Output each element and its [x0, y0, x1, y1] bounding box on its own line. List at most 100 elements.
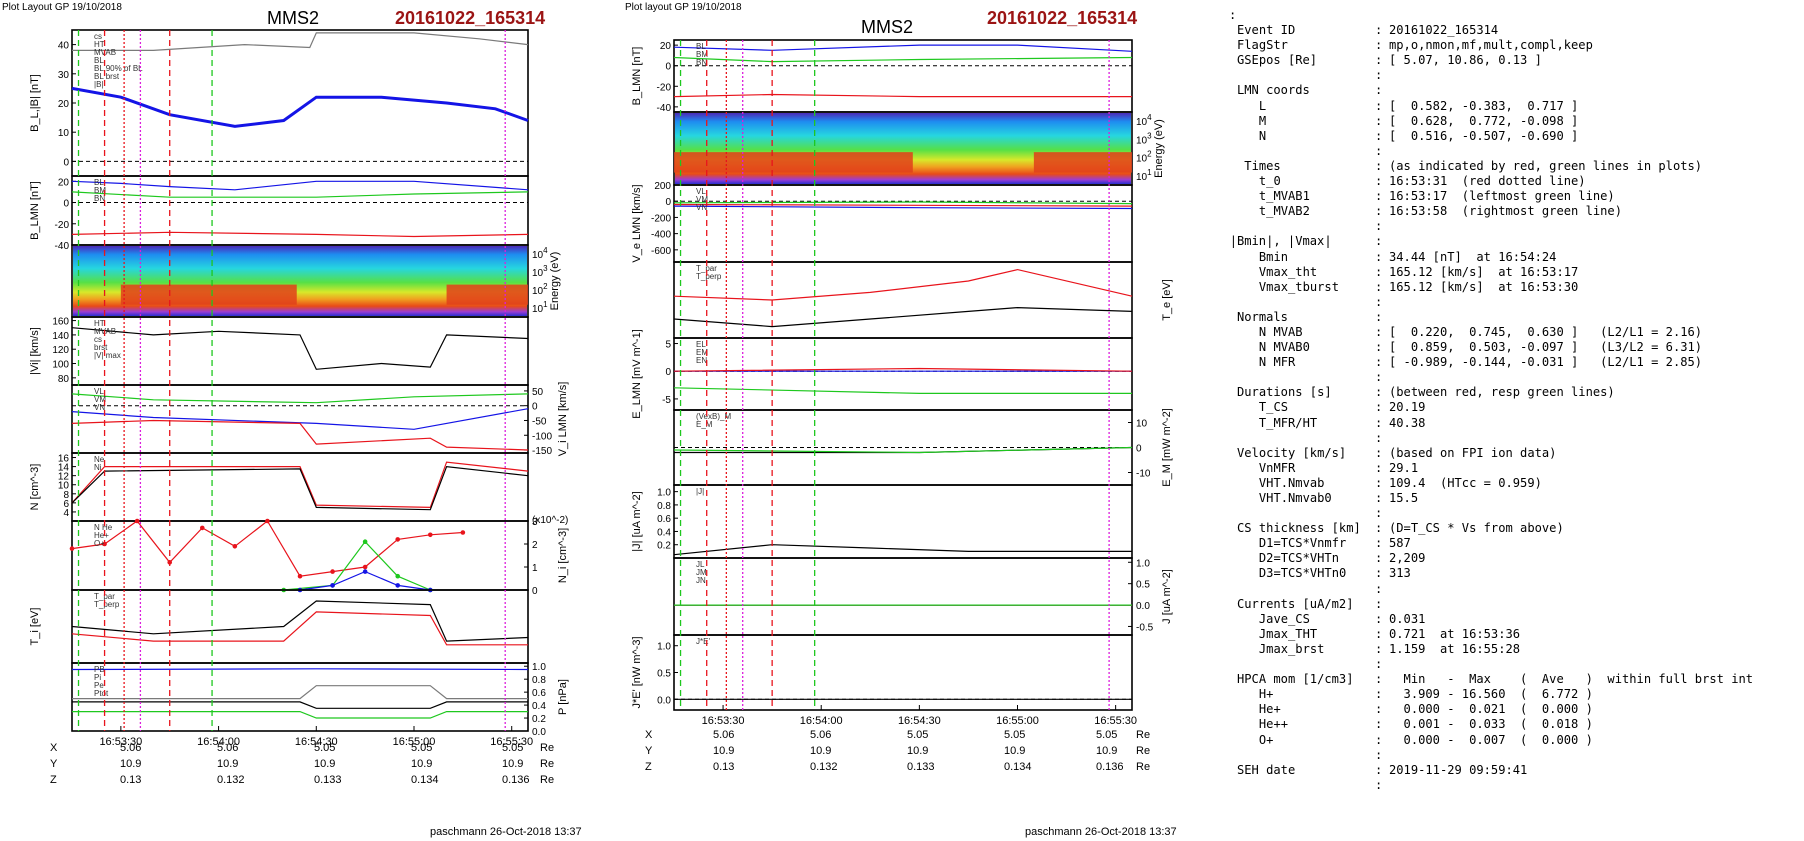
y-axis-label: P [nPa] — [557, 679, 569, 715]
info-key: HPCA mom [1/cm3] — [1237, 672, 1354, 687]
y-tick-label: 3 — [532, 517, 538, 528]
y-tick-label: -100 — [532, 431, 552, 442]
series-line — [71, 408, 529, 430]
y-tick-label: 0 — [63, 157, 69, 168]
right-position-table: X 5.06 5.06 5.05 5.05 5.05 Re Y 10.9 10.… — [645, 729, 1155, 777]
legend-entry: VL — [696, 187, 706, 196]
info-key: Vmax_tht — [1258, 264, 1318, 279]
legend-entry: |B| — [94, 80, 104, 89]
data-point — [297, 573, 303, 579]
info-key: CS thickness [km] — [1237, 521, 1361, 536]
y-tick-label: 140 — [52, 331, 69, 342]
row-value: 5.05 — [1004, 729, 1026, 741]
legend-entry: BM — [696, 50, 708, 59]
series-line — [283, 540, 431, 591]
x-tick-label: 16:55:30 — [1094, 715, 1137, 727]
info-colon: : — [1375, 370, 1383, 385]
y-axis-label: |J| [uA m^-2] — [631, 491, 643, 551]
legend-entry: |J| — [696, 487, 704, 496]
series-line — [71, 461, 529, 509]
info-colon: : — [1375, 521, 1383, 536]
y-tick-label: -200 — [651, 213, 671, 224]
info-key: H+ — [1258, 687, 1274, 702]
info-line: Bmin:34.44 [nT] at 16:54:24 — [1229, 250, 1799, 265]
info-value: (as indicated by red, green lines in plo… — [1389, 158, 1703, 173]
info-line: : — [1229, 8, 1237, 22]
y-tick-label: 104 — [1136, 113, 1152, 128]
y-tick-label: -150 — [532, 446, 552, 457]
y-tick-label: 0.4 — [532, 701, 546, 712]
position-row: Y 10.9 10.9 10.9 10.9 10.9 Re — [50, 758, 560, 772]
series-line — [71, 668, 529, 671]
data-point — [265, 518, 270, 524]
info-line: N: [ 0.516, -0.507, -0.690 ] — [1229, 129, 1799, 144]
y-tick-label: 12 — [58, 472, 70, 483]
panel-frame — [71, 662, 529, 732]
info-line: : — [1229, 431, 1799, 446]
series-line — [71, 419, 529, 451]
info-value: 0.000 - 0.007 ( 0.000 ) — [1389, 732, 1593, 747]
info-colon: : — [1375, 762, 1383, 777]
series-line — [71, 191, 529, 198]
row-value: 5.06 — [120, 742, 142, 754]
data-point — [199, 525, 205, 531]
legend-entry: BL — [94, 56, 104, 65]
info-value: 16:53:58 (rightmost green line) — [1389, 204, 1622, 219]
tick-exponent: 4 — [543, 246, 548, 255]
info-value: (D=T_CS * Vs from above) — [1389, 521, 1564, 536]
row-value: 10.9 — [502, 758, 524, 770]
legend-entry: J*E' — [696, 637, 710, 646]
y-axis-label: E_M [mW m^-2] — [1161, 408, 1173, 487]
y-tick-label: 0.6 — [532, 688, 546, 699]
info-key: O+ — [1258, 732, 1274, 747]
info-colon: : — [1375, 491, 1383, 505]
y-tick-label: 30 — [58, 70, 70, 81]
y-tick-label: 1.0 — [657, 488, 671, 499]
y-tick-label: 50 — [532, 387, 544, 398]
info-key: He+ — [1258, 702, 1281, 717]
info-key: Currents [uA/m2] — [1237, 596, 1354, 611]
y-tick-label: 200 — [654, 181, 671, 192]
y-tick-label: 16 — [58, 454, 70, 465]
y-tick-label: 101 — [532, 300, 548, 315]
row-value: 10.9 — [907, 745, 929, 757]
series-line — [673, 93, 1132, 98]
info-key: Vmax_tburst — [1258, 279, 1339, 294]
info-colon: : — [1375, 128, 1383, 143]
y-tick-label: 2 — [532, 540, 538, 551]
info-key: Velocity [km/s] — [1237, 445, 1347, 460]
y-tick-label: 0.0 — [1136, 601, 1150, 612]
legend-entry: VM — [94, 395, 106, 404]
legend-entry: T_par — [696, 264, 717, 273]
y-tick-label: 0.6 — [657, 514, 671, 525]
left-position-table: X 5.06 5.06 5.05 5.05 5.05 Re Y 10.9 10.… — [50, 742, 560, 790]
y-tick-label: 0 — [1136, 444, 1142, 455]
left-spacecraft-title: MMS2 — [267, 8, 320, 28]
x-tick-label: 16:54:00 — [197, 736, 240, 748]
info-colon: : — [1375, 475, 1383, 490]
info-key: Event ID — [1237, 23, 1296, 38]
legend-entry: HT — [94, 319, 105, 328]
info-value: 29.1 — [1389, 460, 1419, 475]
info-line: LMN coords: — [1229, 83, 1799, 98]
y-tick-label: 0 — [532, 402, 538, 413]
info-value: 109.4 (HTcc = 0.959) — [1389, 475, 1542, 490]
y-tick-label: -5 — [662, 395, 671, 406]
info-colon: : — [1375, 143, 1383, 158]
row-value: 10.9 — [1004, 745, 1026, 757]
info-value: 34.44 [nT] at 16:54:24 — [1389, 249, 1557, 264]
y-tick-label: -40 — [657, 103, 672, 114]
info-key: FlagStr — [1237, 38, 1288, 53]
series-line — [673, 56, 1133, 63]
series-line — [71, 600, 529, 642]
y-tick-label: 0.5 — [1136, 580, 1150, 591]
info-line: SEH date:2019-11-29 09:59:41 — [1229, 763, 1799, 778]
series-line — [72, 32, 529, 52]
info-key: N MFR — [1258, 355, 1296, 370]
info-colon: : — [1375, 657, 1383, 672]
y-tick-label: 0 — [665, 197, 671, 208]
series-line — [673, 446, 1133, 454]
